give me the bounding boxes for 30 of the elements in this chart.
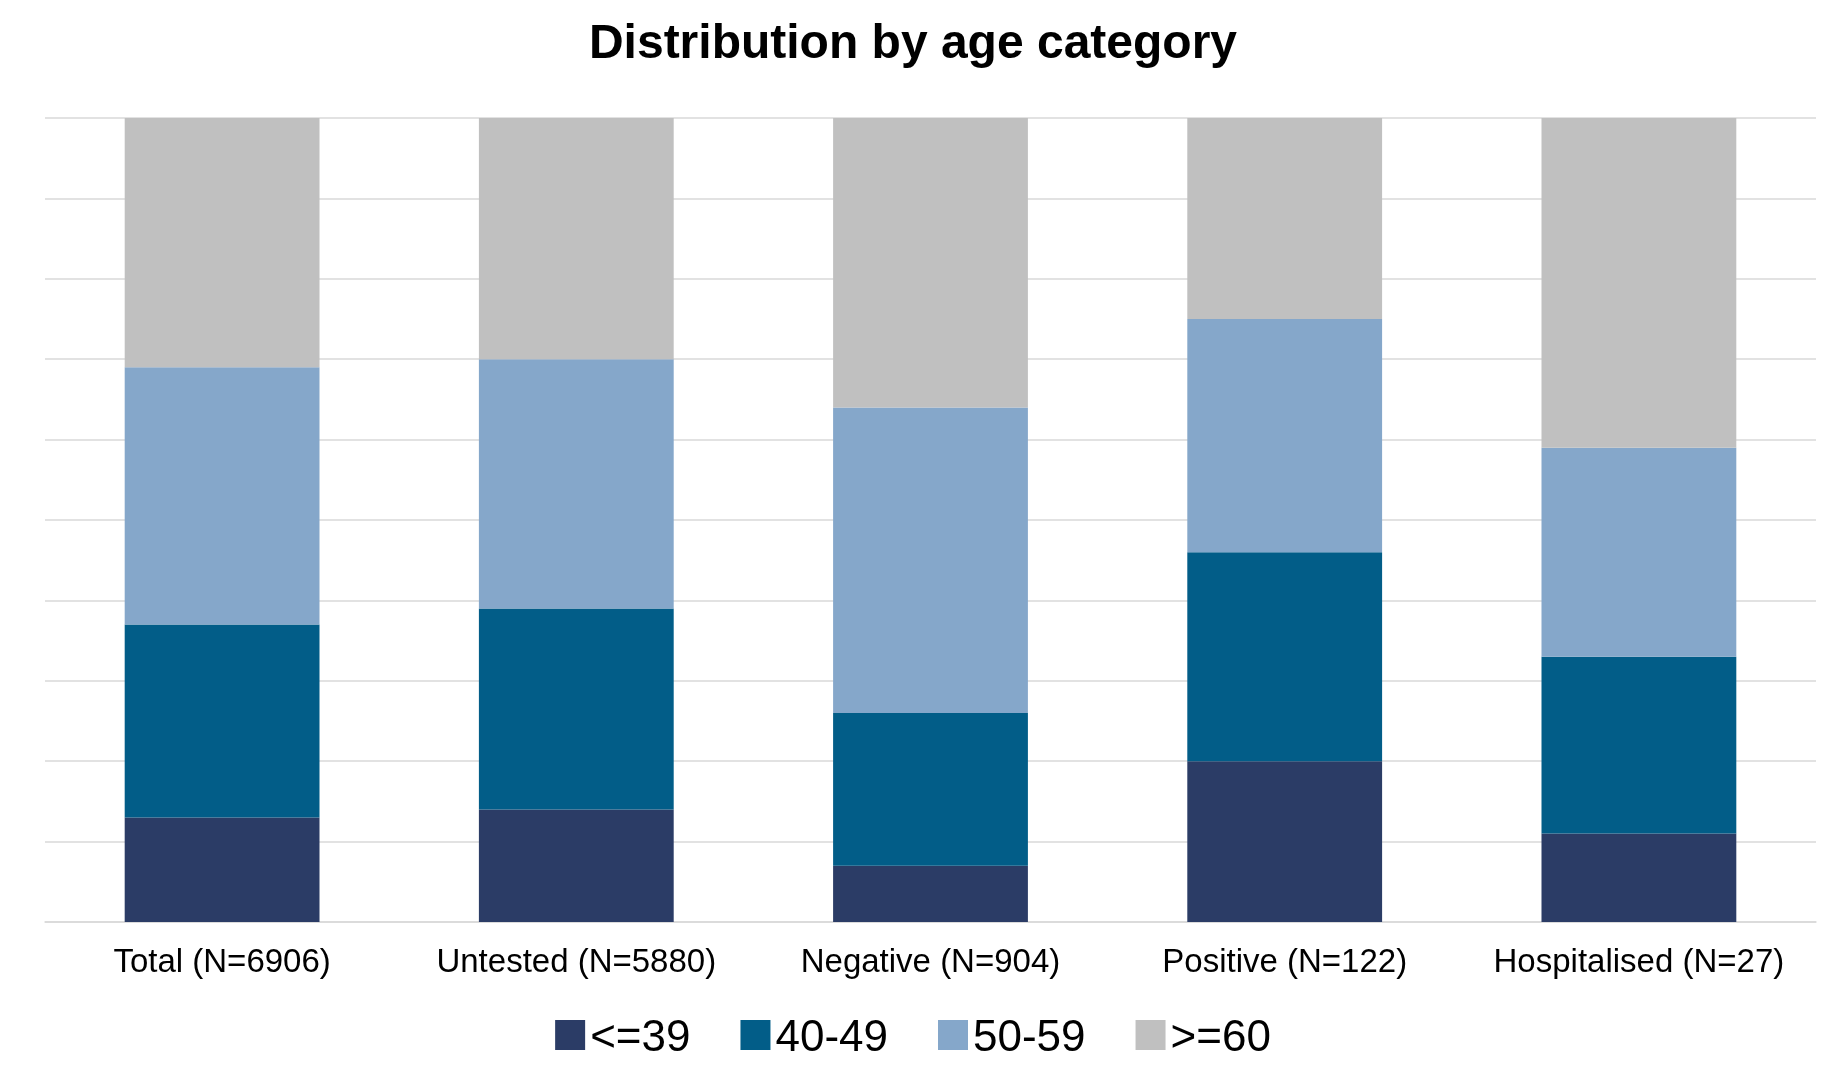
x-tick-label: Negative (N=904) [800, 942, 1061, 979]
bar [833, 712, 1028, 866]
x-tick-label: Positive (N=122) [1162, 942, 1408, 979]
bar [124, 118, 320, 368]
bar [1187, 552, 1383, 762]
legend-label: <=39 [590, 1010, 691, 1060]
bar [1187, 761, 1383, 922]
bar [1541, 833, 1737, 922]
bar [124, 367, 320, 625]
bar [833, 407, 1028, 713]
chart-title: Distribution by age category [588, 14, 1238, 68]
bar [478, 809, 674, 922]
bar [478, 118, 674, 360]
x-tick-label: Total (N=6906) [113, 942, 331, 979]
bar [478, 359, 674, 609]
x-tick-label: Untested (N=5880) [436, 942, 717, 979]
x-tick-label: Hospitalised (N=27) [1493, 942, 1785, 979]
bar [124, 624, 320, 818]
bar [1187, 319, 1383, 553]
legend-label: 50-59 [973, 1010, 1086, 1060]
bar [833, 865, 1028, 922]
bar [1541, 447, 1737, 657]
legend-label: 40-49 [775, 1010, 889, 1060]
legend-label: >=60 [1170, 1010, 1271, 1060]
bar [1541, 656, 1737, 834]
bar [478, 608, 674, 810]
bar [1187, 118, 1383, 319]
bar [833, 118, 1028, 408]
bar [124, 817, 320, 922]
bar [1541, 118, 1737, 448]
